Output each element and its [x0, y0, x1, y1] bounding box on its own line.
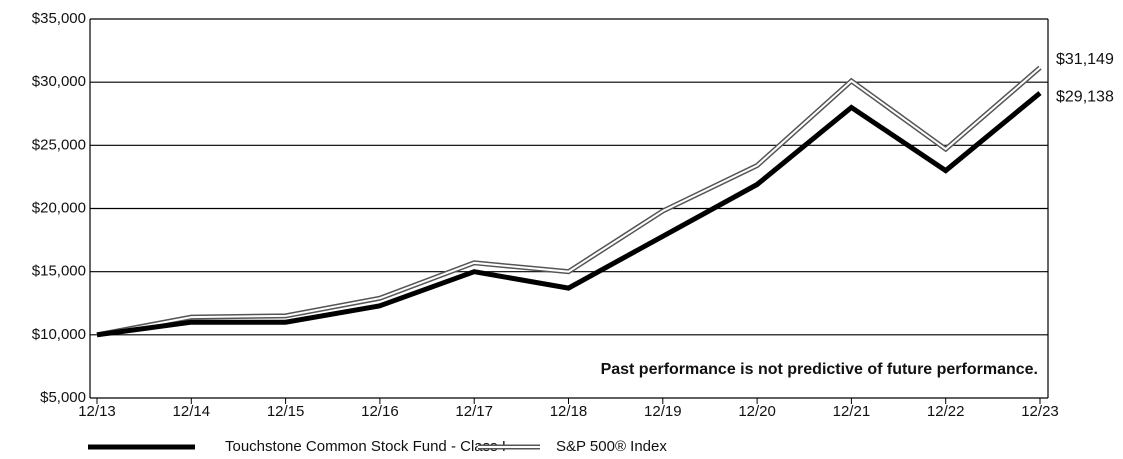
- y-tick-label: $25,000: [32, 136, 86, 153]
- y-tick-label: $30,000: [32, 73, 86, 90]
- x-tick-label: 12/16: [361, 403, 399, 420]
- x-tick-label: 12/13: [78, 403, 116, 420]
- y-tick-label: $15,000: [32, 263, 86, 280]
- x-tick-label: 12/19: [644, 403, 682, 420]
- series-line-inner: [96, 66, 1041, 336]
- series-line: [96, 65, 1042, 338]
- x-tick-label: 12/17: [455, 403, 493, 420]
- x-tick-label: 12/18: [550, 403, 588, 420]
- x-tick-label: 12/14: [173, 403, 211, 420]
- y-tick-label: $35,000: [32, 10, 86, 27]
- annotation: Past performance is not predictive of fu…: [601, 361, 1038, 378]
- x-tick-label: 12/22: [927, 403, 965, 420]
- x-tick-label: 12/21: [833, 403, 871, 420]
- legend-label: Touchstone Common Stock Fund - Class I: [225, 438, 506, 455]
- y-tick-label: $10,000: [32, 326, 86, 343]
- x-tick-label: 12/20: [738, 403, 776, 420]
- series-line: [96, 91, 1042, 338]
- value-label: $29,138: [1056, 88, 1114, 105]
- y-tick-label: $20,000: [32, 199, 86, 216]
- y-tick-label: $5,000: [40, 389, 86, 406]
- x-tick-label: 12/23: [1021, 403, 1059, 420]
- value-label: $31,149: [1056, 51, 1114, 68]
- legend-label: S&P 500® Index: [556, 438, 667, 455]
- x-tick-label: 12/15: [267, 403, 305, 420]
